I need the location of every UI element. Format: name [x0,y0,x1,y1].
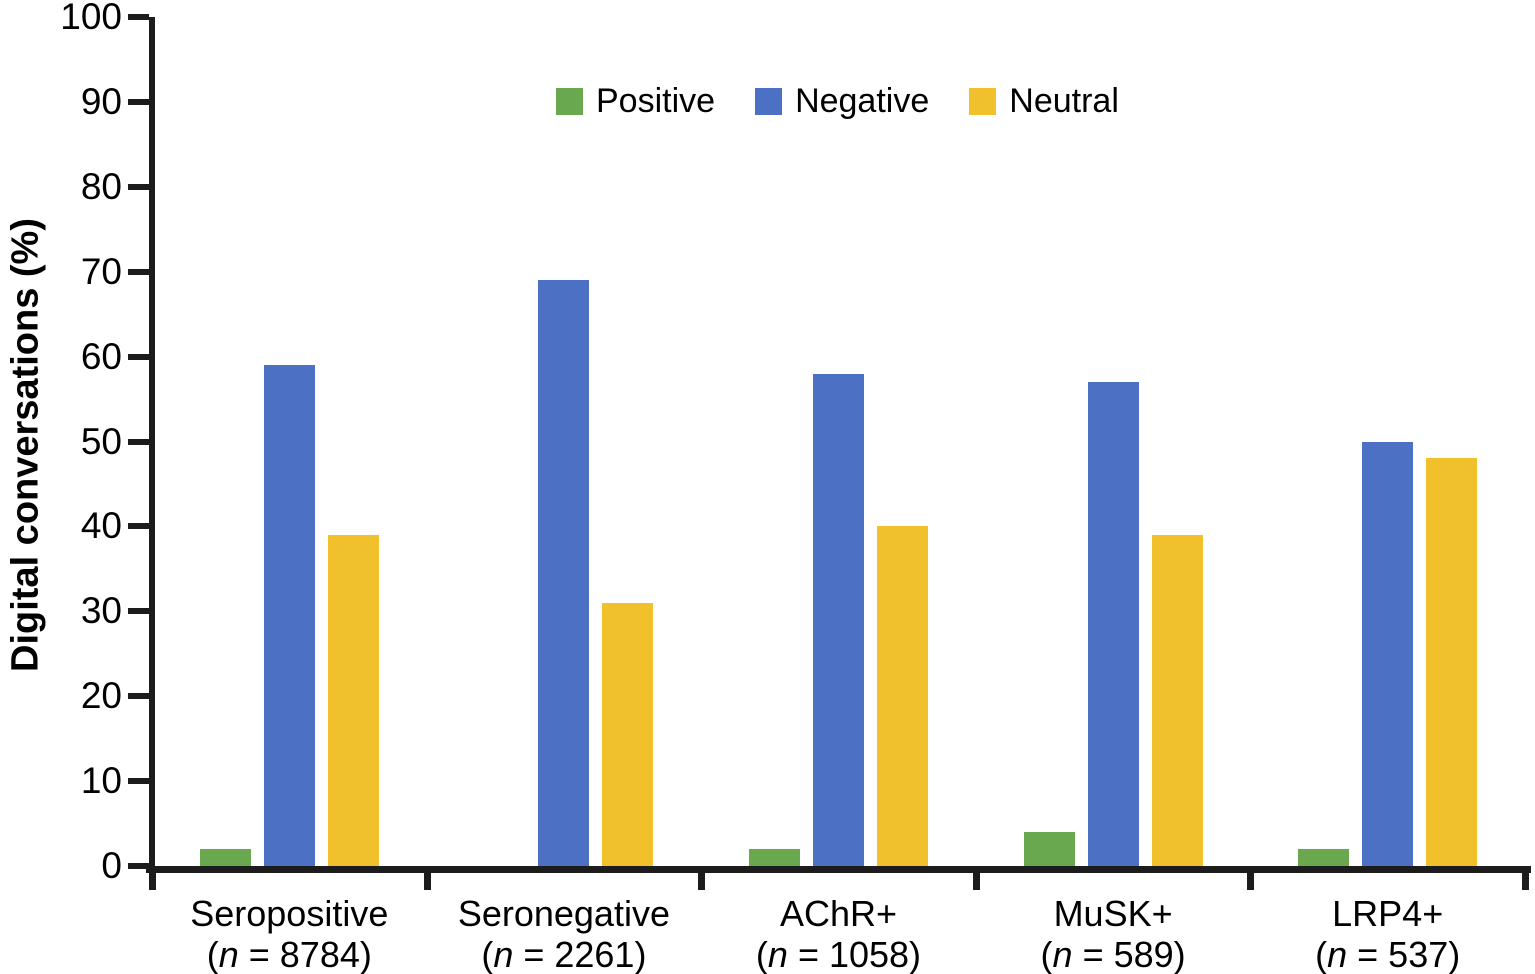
y-tick-label: 90 [80,80,122,122]
x-category-name: MuSK+ [1053,893,1173,934]
y-tick-label: 100 [60,0,122,37]
y-tick-label: 70 [80,250,122,292]
bar-negative [1362,441,1414,866]
bar-negative [1087,382,1139,866]
legend-label: Neutral [1009,82,1119,120]
y-tick-mark [128,693,149,700]
y-axis-line [149,17,155,873]
bar-neutral [1151,534,1203,866]
bar-negative [538,280,590,866]
x-axis-line [146,866,1531,873]
bar-group-achr [701,17,976,866]
x-category-n: (n = 8784) [206,934,372,974]
bar-neutral [1426,458,1478,866]
y-tick-mark [128,268,149,275]
legend-item-negative: Negative [755,84,929,118]
legend-label: Negative [795,82,930,120]
y-tick-mark [128,438,149,445]
x-category-name: Seropositive [190,893,389,934]
x-tick-mark [698,868,706,890]
y-tick-label: 40 [80,505,122,547]
y-tick-mark [128,14,149,20]
y-tick-mark [128,863,149,869]
n-symbol: n [1327,934,1348,974]
x-category-n: (n = 537) [1315,934,1461,974]
bar-positive [1298,849,1350,866]
x-tick-mark [423,868,431,890]
x-category-n: (n = 2261) [481,934,647,974]
bar-neutral [876,526,928,866]
x-category-label: Seropositive (n = 8784) [152,893,427,974]
x-category-label: Seronegative (n = 2261) [427,893,702,974]
y-tick-mark [128,353,149,360]
legend-swatch-positive [556,87,583,115]
x-tick-mark [1247,868,1255,890]
bar-negative [812,373,864,866]
legend-item-positive: Positive [556,84,715,118]
y-tick-mark [128,523,149,530]
y-tick-label: 50 [80,420,122,462]
x-category-name: AChR+ [779,893,898,934]
x-tick-mark [1522,868,1529,890]
bar-positive [199,849,251,866]
legend-label: Positive [596,82,716,120]
bar-positive [1023,832,1075,866]
x-tick-mark [149,868,156,890]
y-tick-label: 0 [101,845,122,886]
x-category-name: LRP4+ [1332,893,1444,934]
y-tick-mark [128,778,149,785]
y-tick-mark [128,183,149,190]
bar-group-musk [976,17,1251,866]
x-category-n: (n = 1058) [755,934,922,974]
n-symbol: n [493,934,514,974]
bar-positive [748,849,800,866]
bar-group-seronegative [427,17,702,866]
bar-neutral [602,602,654,866]
y-tick-mark [128,98,149,105]
x-category-label: AChR+ (n = 1058) [701,893,976,974]
y-tick-label: 10 [80,760,122,802]
bar-neutral [327,534,379,866]
n-symbol: n [767,934,788,974]
bar-group-seropositive [152,17,427,866]
y-tick-label: 80 [80,165,122,207]
legend-item-neutral: Neutral [969,84,1119,118]
y-tick-mark [128,608,149,615]
n-symbol: n [218,934,239,974]
legend: Positive Negative Neutral [556,84,1119,118]
legend-swatch-negative [755,87,783,115]
bar-negative [263,365,315,866]
y-tick-label: 60 [80,335,122,377]
y-tick-label: 30 [80,590,122,632]
x-category-n: (n = 589) [1040,934,1186,974]
y-tick-label: 20 [80,675,122,717]
bar-group-lrp4 [1250,17,1525,866]
x-category-name: Seronegative [457,893,670,934]
legend-swatch-neutral [969,87,997,115]
x-category-label: LRP4+ (n = 537) [1250,893,1525,974]
x-tick-mark [972,868,980,890]
n-symbol: n [1052,934,1073,974]
x-category-label: MuSK+ (n = 589) [976,893,1251,974]
